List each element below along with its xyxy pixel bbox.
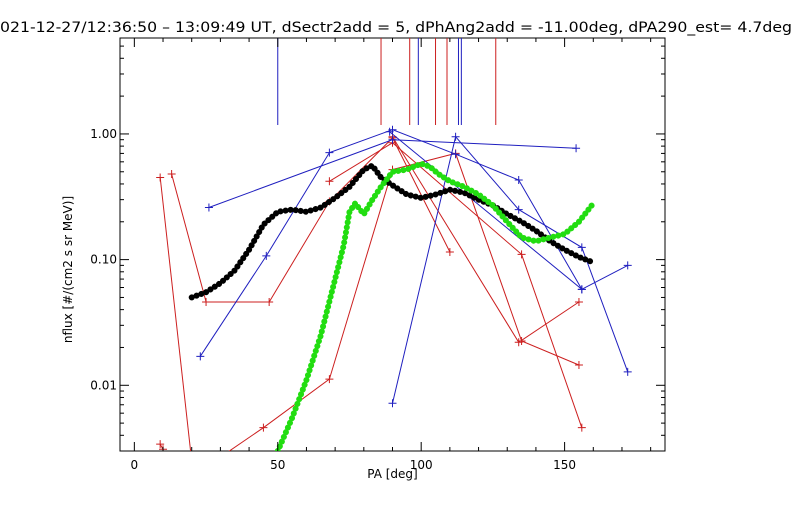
series-7-point-1 [388,135,397,144]
series-8 [388,132,632,408]
series-8-point-3 [577,243,586,252]
series-3 [211,149,583,465]
series-1-point-0 [167,170,176,179]
series-8-point-1 [451,132,460,141]
x-axis-title: PA [deg] [367,467,417,481]
series-1-point-2 [265,297,274,306]
series-0-line [159,177,192,451]
series-6-point-0 [196,352,205,361]
y-tick-label-2: 1.00 [90,127,117,141]
series-4-line [329,142,583,428]
series-4-point-0 [325,177,334,186]
x-tick-label-3: 150 [553,458,576,472]
series-11 [274,160,597,451]
series-0 [156,173,196,465]
series-7-point-2 [572,144,581,153]
series-1-line [171,137,451,303]
series-3-point-2 [325,375,334,384]
series-7-point-0 [204,203,213,212]
series-8-point-0 [388,399,397,408]
x-tick-label-2: 100 [410,458,433,472]
series-2-point-0 [156,440,165,449]
y-tick-label-0: 0.01 [90,378,117,392]
top-markers [277,38,497,125]
series-6-point-1 [262,251,271,260]
series-0-point-1 [188,457,196,465]
y-tick-label-1: 0.10 [90,253,117,267]
series-3-point-6 [574,361,583,370]
series-6-point-2 [325,148,334,157]
axes-layer: 0 50 100 150 0.01 0.10 1.00 [90,38,665,472]
x-tick-label-0: 0 [131,458,139,472]
series-9-point-0 [385,127,394,136]
series-7 [204,135,581,212]
y-axis-title: nflux [#/(cm2 s sr MeV)] [61,196,75,343]
series-9-point-1 [577,285,586,294]
series-1-point-5 [445,247,454,256]
series-6-point-5 [514,176,523,185]
chart-title: 021-12-27/12:36:50 – 13:09:49 UT, dSectr… [0,20,792,36]
series-layer [156,125,632,465]
series-3-line [228,152,580,451]
series-1 [167,133,454,306]
series-4-point-2 [517,250,526,259]
series-8-point-2 [514,205,523,214]
series-3-point-0 [211,457,219,465]
series-8-point-4 [623,367,632,376]
series-5-point-2 [574,297,583,306]
series-6 [196,125,586,361]
series-9-point-2 [623,261,632,270]
series-3-point-1 [259,423,268,432]
series-9 [385,127,632,294]
series-6-point-4 [451,150,460,159]
series-4-point-3 [577,423,586,432]
series-0-point-0 [156,173,165,182]
plot-frame [119,37,666,452]
series-5-point-1 [514,338,523,347]
series-11-curve [274,160,597,451]
x-tick-label-1: 50 [270,458,285,472]
series-1-point-1 [202,297,211,306]
